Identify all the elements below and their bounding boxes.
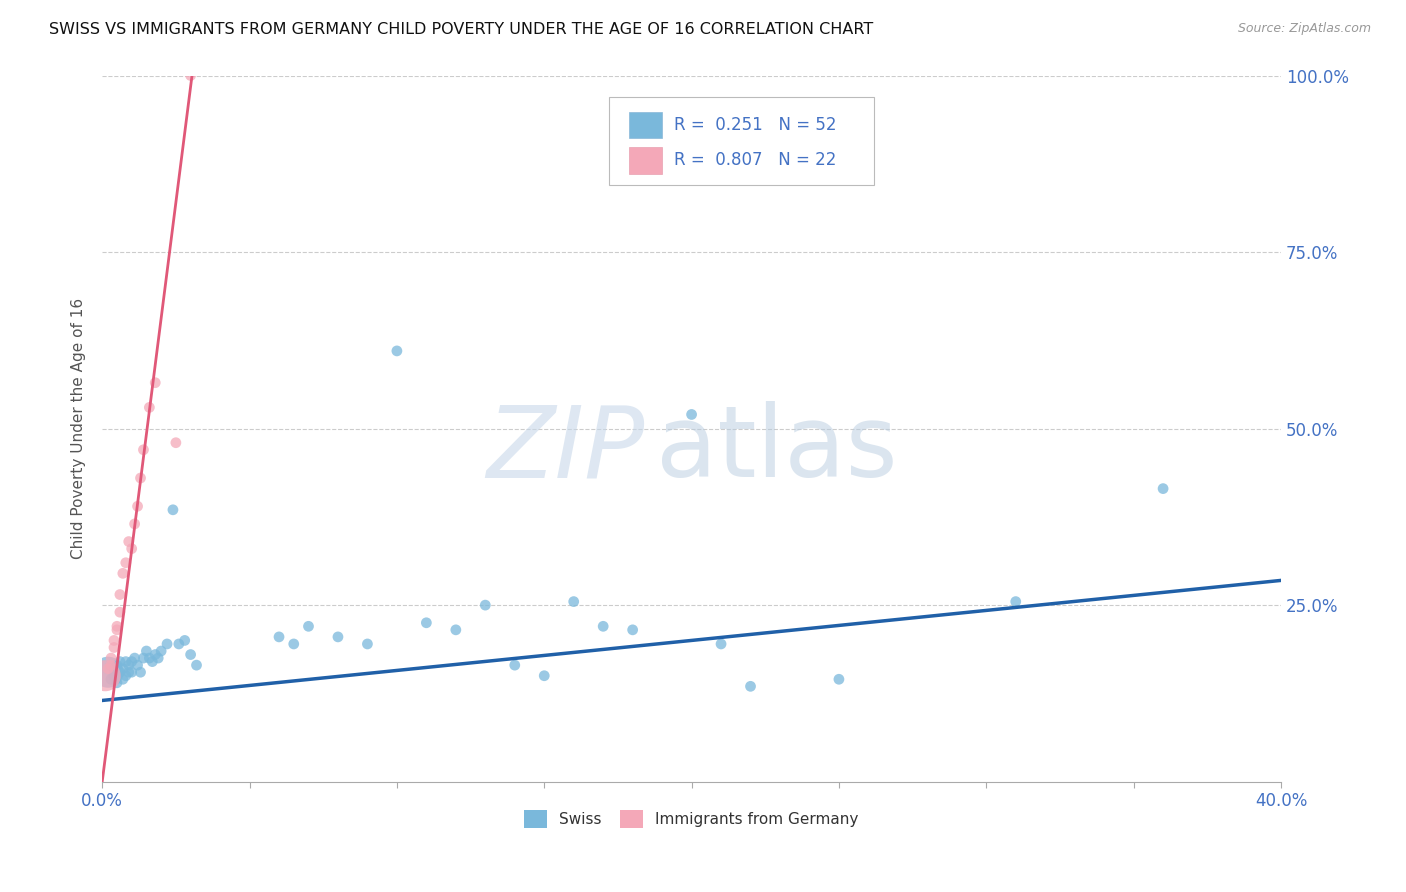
Legend: Swiss, Immigrants from Germany: Swiss, Immigrants from Germany: [519, 805, 865, 834]
Point: [97, 665, 120, 680]
Point: [592, 619, 614, 633]
Text: ZIP: ZIP: [486, 401, 644, 499]
Point: [356, 637, 378, 651]
Point: [503, 658, 526, 673]
Point: [283, 637, 305, 651]
Point: [533, 669, 555, 683]
Point: [114, 669, 136, 683]
Point: [121, 541, 143, 556]
Point: [118, 658, 141, 673]
Point: [562, 594, 585, 608]
Point: [474, 598, 496, 612]
Point: [103, 640, 125, 655]
Point: [108, 655, 131, 669]
Point: [111, 662, 134, 676]
Point: [180, 69, 202, 83]
Point: [111, 673, 134, 687]
Point: [138, 651, 160, 665]
Text: atlas: atlas: [657, 401, 898, 499]
Point: [444, 623, 467, 637]
Text: SWISS VS IMMIGRANTS FROM GERMANY CHILD POVERTY UNDER THE AGE OF 16 CORRELATION C: SWISS VS IMMIGRANTS FROM GERMANY CHILD P…: [49, 22, 873, 37]
Point: [297, 619, 319, 633]
Point: [108, 605, 131, 619]
Text: R =  0.807   N = 22: R = 0.807 N = 22: [673, 152, 837, 169]
Point: [121, 655, 143, 669]
Point: [180, 648, 202, 662]
Point: [165, 435, 187, 450]
Point: [740, 679, 762, 693]
Point: [135, 644, 157, 658]
Point: [132, 651, 155, 665]
Point: [105, 658, 128, 673]
FancyBboxPatch shape: [628, 112, 662, 138]
Point: [121, 665, 143, 680]
Point: [100, 673, 122, 687]
Point: [103, 633, 125, 648]
Point: [385, 343, 408, 358]
Point: [415, 615, 437, 630]
Point: [114, 655, 136, 669]
Point: [162, 503, 184, 517]
Point: [127, 500, 149, 514]
Point: [108, 588, 131, 602]
Point: [118, 534, 141, 549]
Point: [148, 651, 170, 665]
Text: R =  0.251   N = 52: R = 0.251 N = 52: [673, 116, 837, 134]
Point: [105, 675, 128, 690]
Point: [1152, 482, 1174, 496]
Point: [173, 633, 195, 648]
Point: [111, 566, 134, 581]
Point: [105, 619, 128, 633]
Point: [267, 630, 290, 644]
Point: [105, 623, 128, 637]
Point: [103, 662, 125, 676]
Point: [129, 665, 152, 680]
Point: [621, 623, 644, 637]
Point: [167, 637, 190, 651]
Point: [124, 516, 146, 531]
FancyBboxPatch shape: [609, 96, 875, 185]
Point: [186, 658, 208, 673]
Text: Source: ZipAtlas.com: Source: ZipAtlas.com: [1237, 22, 1371, 36]
Point: [127, 658, 149, 673]
Point: [103, 669, 125, 683]
Point: [828, 673, 851, 687]
Y-axis label: Child Poverty Under the Age of 16: Child Poverty Under the Age of 16: [72, 298, 86, 559]
Point: [150, 644, 173, 658]
Point: [326, 630, 349, 644]
Point: [94, 669, 117, 683]
Point: [124, 651, 146, 665]
Point: [681, 408, 703, 422]
Point: [138, 401, 160, 415]
Point: [1004, 594, 1026, 608]
Point: [710, 637, 733, 651]
Point: [118, 665, 141, 680]
Point: [100, 658, 122, 673]
FancyBboxPatch shape: [628, 147, 662, 174]
Point: [143, 376, 166, 390]
Point: [132, 442, 155, 457]
Point: [156, 637, 179, 651]
Point: [97, 662, 120, 676]
Point: [143, 648, 166, 662]
Point: [129, 471, 152, 485]
Point: [141, 655, 163, 669]
Point: [108, 665, 131, 680]
Point: [100, 651, 122, 665]
Point: [114, 556, 136, 570]
